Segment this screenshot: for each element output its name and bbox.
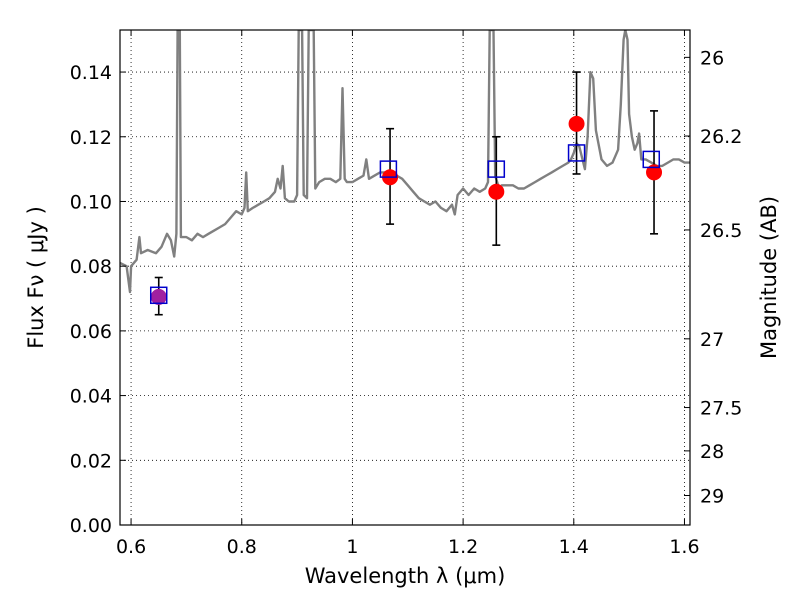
x-tick-label: 1.6 (669, 536, 699, 558)
model-point (642, 150, 661, 169)
y-tick-label: 0.14 (70, 62, 112, 84)
plot-frame (119, 29, 691, 526)
y2-tick-label: 28 (700, 441, 724, 463)
spectrum-line (120, 30, 690, 294)
y2-tick-label: 26.5 (700, 220, 742, 242)
x-tick-label: 0.6 (116, 536, 146, 558)
x-tick-label: 1.2 (448, 536, 478, 558)
y-tick-label: 0.00 (70, 515, 112, 537)
grid-lines (120, 30, 690, 526)
model-point (379, 160, 398, 178)
y-tick-label: 0.12 (70, 127, 112, 149)
observed-point (488, 183, 505, 200)
model-points (149, 144, 661, 305)
axis-ticks: 0.6 0.8 1 1.2 1.4 1.6 0.00 0.02 0.04 0.06 0.08 0.10… (70, 30, 742, 558)
y-axis-label: Flux Fν ( μJy ) (24, 206, 48, 349)
y-tick-label: 0.08 (70, 256, 112, 278)
model-point (149, 286, 168, 305)
x-axis-label: Wavelength λ (μm) (305, 564, 506, 588)
spectrum-series (120, 30, 690, 294)
y-tick-label: 0.10 (70, 191, 112, 213)
errorbars (154, 71, 659, 316)
y2-tick-label: 26 (700, 47, 724, 69)
x-tick-label: 0.8 (227, 536, 257, 558)
y-tick-label: 0.06 (70, 321, 112, 343)
model-point (567, 144, 586, 162)
y2-tick-label: 26.2 (700, 126, 742, 148)
y2-tick-label: 29 (700, 485, 724, 507)
y2-tick-label: 27 (700, 329, 724, 351)
y2-axis-label: Magnitude (AB) (757, 196, 781, 359)
observed-point (150, 288, 167, 305)
observed-point (646, 164, 663, 181)
y-tick-label: 0.02 (70, 450, 112, 472)
observed-point (568, 115, 585, 132)
x-tick-label: 1.4 (559, 536, 589, 558)
x-tick-label: 1 (346, 536, 358, 558)
y-tick-label: 0.04 (70, 386, 112, 408)
y2-tick-label: 27.5 (700, 398, 742, 420)
model-point (487, 160, 506, 178)
